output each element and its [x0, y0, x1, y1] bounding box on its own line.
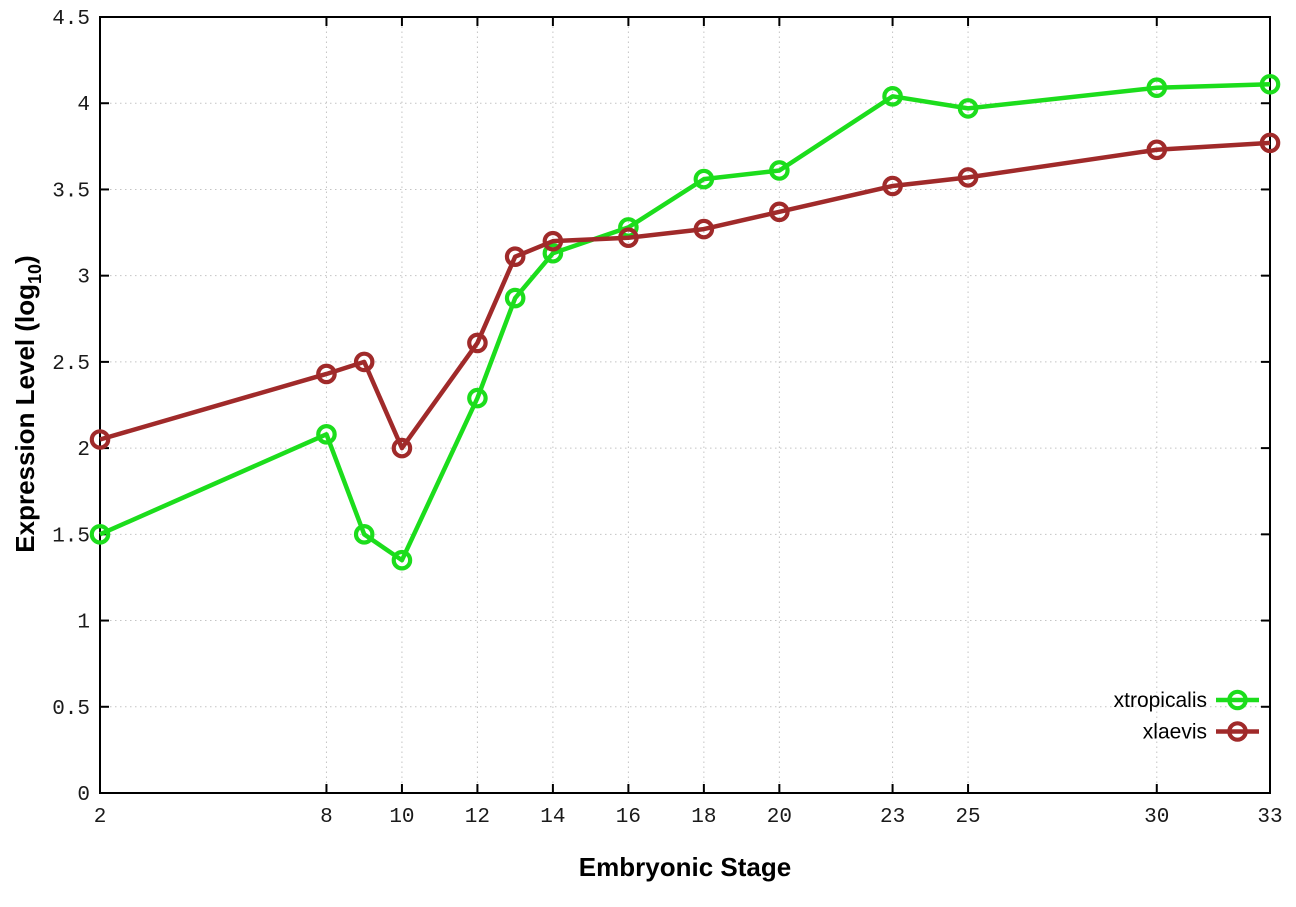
- data-point-xlaevis: [542, 230, 564, 252]
- x-tick-label: 25: [955, 806, 980, 829]
- y-tick-label: 0: [77, 784, 90, 807]
- x-tick-label: 20: [767, 806, 792, 829]
- series-xtropicalis: [89, 73, 1281, 571]
- y-axis-title-main: Expression Level (log: [10, 284, 40, 553]
- data-point-xlaevis: [1146, 139, 1168, 161]
- data-point-xtropicalis: [316, 424, 337, 445]
- data-point-xtropicalis: [353, 524, 375, 545]
- y-tick-label: 3.5: [52, 180, 90, 203]
- y-tick-label: 4.5: [52, 8, 90, 31]
- data-point-xtropicalis: [693, 168, 715, 190]
- y-axis-title-subscript: 10: [25, 264, 45, 284]
- data-point-xtropicalis: [467, 387, 488, 409]
- data-point-xlaevis: [769, 201, 790, 223]
- data-point-xtropicalis: [769, 160, 790, 181]
- x-axis-title: Embryonic Stage: [579, 852, 791, 882]
- data-point-xlaevis: [391, 437, 413, 459]
- x-tick-label: 33: [1257, 806, 1282, 829]
- y-axis-title-suffix: ): [10, 255, 40, 264]
- series-line-xtropicalis: [99, 82, 1271, 563]
- legend-marker-sample: [1227, 689, 1248, 711]
- y-tick-label: 3: [77, 267, 90, 290]
- y-tick-label: 2: [77, 439, 90, 462]
- legend-label-xlaevis: xlaevis: [1143, 721, 1207, 744]
- legend: xtropicalis xlaevis: [1114, 689, 1259, 744]
- tick-marks: [99, 16, 1271, 794]
- y-tick-label: 1.5: [52, 525, 90, 548]
- series-line-xlaevis: [99, 140, 1271, 451]
- legend-label-xtropicalis: xtropicalis: [1114, 689, 1207, 712]
- x-tick-label: 18: [691, 806, 716, 829]
- data-point-xlaevis: [504, 246, 526, 267]
- plot-border: [99, 16, 1271, 794]
- plot-area: 2 8 10 12 14 16 18 20 23 25 30 33 0 0.5 1 1.5 2 2.5 3 3.5 4 4…: [52, 8, 1282, 829]
- data-point-xlaevis: [618, 227, 639, 249]
- data-point-xlaevis: [693, 218, 715, 240]
- data-point-xlaevis: [1259, 132, 1281, 154]
- x-tick-label: 23: [880, 806, 905, 829]
- data-point-xlaevis: [316, 363, 337, 385]
- legend-marker-sample: [1227, 721, 1248, 742]
- series-xlaevis: [89, 132, 1281, 459]
- y-tick-label: 1: [77, 612, 90, 635]
- data-point-xtropicalis: [1146, 77, 1168, 99]
- tick-labels: 2 8 10 12 14 16 18 20 23 25 30 33 0 0.5 1 1.5 2 2.5 3 3.5 4 4…: [52, 8, 1282, 829]
- legend-entry-xlaevis: xlaevis: [1143, 721, 1259, 744]
- data-point-xlaevis: [882, 175, 903, 197]
- x-tick-label: 12: [465, 806, 490, 829]
- y-tick-label: 2.5: [52, 353, 90, 376]
- x-tick-label: 30: [1144, 806, 1169, 829]
- x-tick-label: 16: [616, 806, 641, 829]
- legend-entry-xtropicalis: xtropicalis: [1114, 689, 1259, 712]
- data-point-xtropicalis: [391, 549, 413, 571]
- data-point-xlaevis: [467, 332, 488, 354]
- data-point-xlaevis: [957, 167, 979, 188]
- gridlines: [99, 16, 1271, 794]
- data-point-xlaevis: [89, 429, 111, 450]
- y-tick-label: 0.5: [52, 698, 90, 721]
- data-point-xtropicalis: [504, 287, 526, 309]
- data-point-xtropicalis: [882, 86, 903, 107]
- x-tick-label: 10: [389, 806, 414, 829]
- data-point-xtropicalis: [957, 98, 979, 119]
- y-axis-title: Expression Level (log10): [10, 255, 45, 552]
- y-tick-label: 4: [77, 94, 90, 117]
- data-point-xtropicalis: [1259, 73, 1281, 95]
- data-point-xlaevis: [353, 351, 375, 373]
- x-tick-label: 14: [540, 806, 565, 829]
- data-point-xtropicalis: [542, 242, 564, 264]
- x-tick-label: 8: [320, 806, 333, 829]
- x-tick-label: 2: [94, 806, 107, 829]
- data-point-xtropicalis: [89, 524, 111, 545]
